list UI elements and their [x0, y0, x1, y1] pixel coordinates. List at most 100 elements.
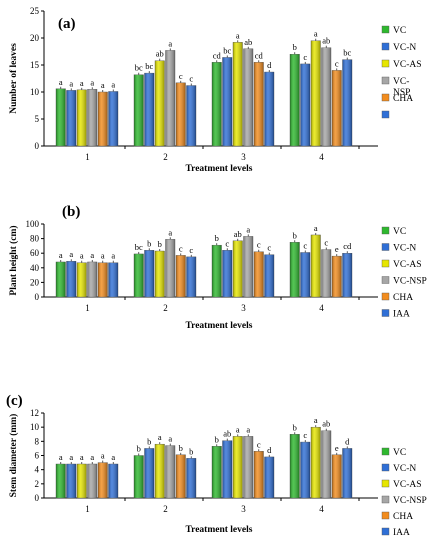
significance-label: a — [158, 432, 162, 442]
bar-shading — [87, 464, 97, 498]
legend-swatch — [381, 527, 390, 536]
significance-label: b — [293, 230, 297, 240]
bar-shading — [186, 458, 196, 498]
bar-shading — [56, 88, 66, 146]
bar-shading — [134, 455, 144, 498]
bar-shading — [233, 240, 243, 297]
legend-swatch — [381, 292, 390, 301]
legend-swatch — [381, 110, 390, 119]
bar-shading — [144, 250, 154, 297]
bar-shading — [108, 91, 118, 146]
x-tick-label: 4 — [319, 303, 324, 313]
significance-label: b — [158, 239, 162, 249]
significance-label: a — [90, 452, 94, 462]
significance-label: c — [189, 245, 193, 255]
y-tick-label: 60 — [30, 248, 40, 258]
bar-shading — [222, 250, 232, 297]
significance-label: b — [189, 446, 193, 456]
chart-2: 0 20 40 60 80 100 Plant height (cm) Treatment l… — [8, 204, 427, 331]
legend-swatch — [381, 447, 390, 456]
bar-shading — [254, 251, 264, 297]
significance-label: a — [314, 415, 318, 425]
bar-shading — [290, 242, 300, 297]
y-axis-label: Number of leaves — [9, 43, 19, 114]
bar-shading — [332, 70, 342, 146]
legend-swatch — [381, 76, 390, 85]
legend-label: VC-N — [393, 43, 416, 53]
bar-shading — [332, 454, 342, 498]
significance-label: d — [267, 60, 272, 70]
significance-label: a — [168, 227, 172, 237]
bar-shading — [155, 251, 165, 297]
bar-shading — [144, 73, 154, 146]
x-tick-label: 2 — [163, 152, 168, 162]
bar-shading — [77, 262, 87, 297]
legend-label: CHA — [393, 512, 413, 522]
legend-label: VC-AS — [393, 260, 422, 270]
x-tick-label: 4 — [319, 504, 324, 514]
y-tick-label: 0 — [35, 141, 40, 151]
y-tick-label: 0 — [35, 292, 40, 302]
y-tick-label: 25 — [30, 6, 40, 16]
legend-swatch — [381, 243, 390, 251]
significance-label: ab — [234, 229, 242, 239]
bar-shading — [176, 255, 186, 297]
bar-shading — [212, 62, 222, 146]
legend-label: VC-AS — [393, 60, 422, 70]
bar-shading — [321, 430, 331, 498]
significance-label: cd — [255, 50, 264, 60]
legend-swatch — [381, 93, 390, 102]
significance-label: cd — [213, 50, 222, 60]
legend-label: VC — [393, 227, 406, 237]
significance-label: c — [335, 58, 339, 68]
bar-shading — [77, 464, 87, 498]
legend-swatch — [381, 59, 390, 68]
x-axis-label: Treatment levels — [186, 164, 253, 174]
bar-shading — [144, 448, 154, 498]
x-tick-label: 1 — [85, 152, 90, 162]
legend-label: VC-N — [393, 464, 416, 474]
bar-shading — [155, 60, 165, 146]
significance-label: b — [147, 436, 151, 446]
bar-shading — [165, 50, 175, 146]
bar-shading — [243, 236, 253, 297]
significance-label: d — [267, 445, 272, 455]
bar-shading — [56, 464, 66, 498]
significance-label: a — [168, 38, 172, 48]
significance-label: b — [293, 422, 297, 432]
bar-shading — [212, 446, 222, 498]
x-tick-label: 3 — [241, 152, 246, 162]
significance-label: bc — [343, 48, 351, 58]
x-axis-label: Treatment levels — [186, 321, 253, 331]
bar-shading — [222, 57, 232, 146]
bar-shading — [87, 261, 97, 297]
significance-label: a — [111, 251, 115, 261]
significance-label: a — [90, 77, 94, 87]
bar-shading — [108, 464, 118, 498]
significance-label: a — [69, 78, 73, 88]
significance-label: bc — [135, 242, 143, 252]
legend-swatch — [381, 479, 390, 488]
significance-label: c — [303, 240, 307, 250]
bar-shading — [233, 42, 243, 146]
x-tick-label: 4 — [319, 152, 324, 162]
bar-shading — [264, 254, 274, 297]
x-tick-label: 3 — [241, 504, 246, 514]
significance-label: ab — [244, 37, 252, 47]
bar-shading — [108, 262, 118, 297]
significance-label: a — [69, 249, 73, 259]
significance-label: a — [69, 452, 73, 462]
y-tick-label: 2 — [35, 479, 40, 489]
bar-shading — [176, 454, 186, 498]
bar-shading — [233, 436, 243, 498]
bar-shading — [186, 256, 196, 297]
y-tick-label: 4 — [35, 465, 40, 475]
legend-label: CHA — [393, 293, 413, 303]
x-tick-label: 3 — [241, 303, 246, 313]
panel-label: (c) — [6, 393, 23, 409]
significance-label: ab — [322, 36, 330, 46]
y-tick-label: 8 — [35, 436, 40, 446]
bar-shading — [134, 74, 144, 146]
y-tick-label: 0 — [35, 493, 40, 503]
